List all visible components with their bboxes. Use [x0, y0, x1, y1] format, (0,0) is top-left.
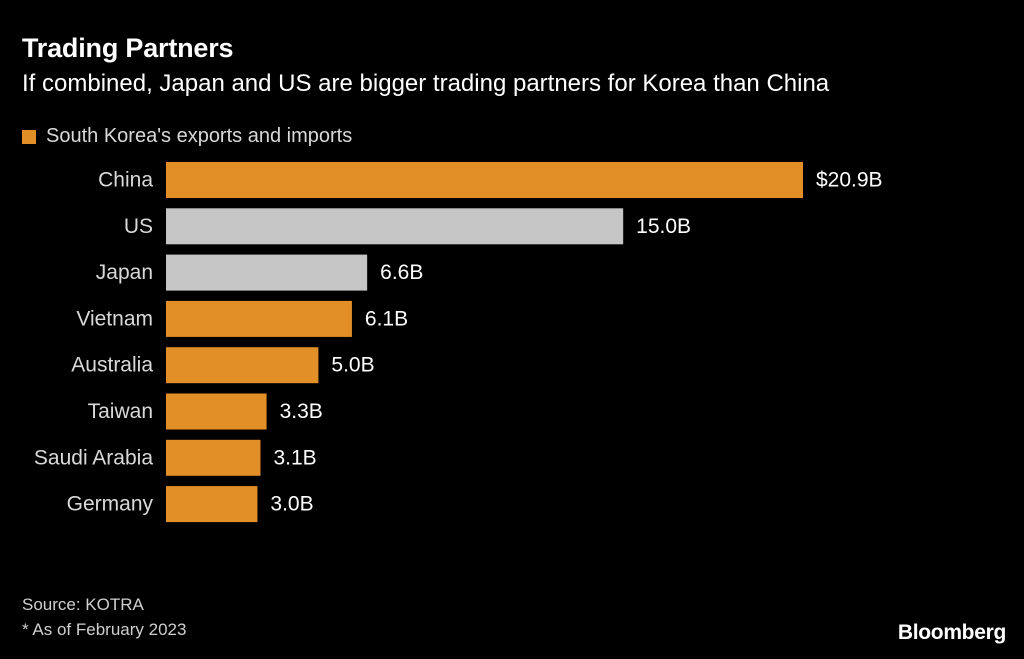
date-note: * As of February 2023	[22, 620, 187, 639]
category-label: US	[124, 215, 153, 238]
legend-label: South Korea's exports and imports	[46, 125, 353, 147]
category-label: Saudi Arabia	[34, 446, 153, 469]
value-label: 5.0B	[331, 354, 374, 377]
chart-title: Trading Partners	[22, 33, 234, 63]
bar-taiwan	[166, 393, 267, 430]
value-label: 6.1B	[365, 307, 408, 330]
chart-subtitle: If combined, Japan and US are bigger tra…	[22, 70, 830, 97]
value-label: $20.9B	[816, 169, 883, 192]
value-label: 3.1B	[273, 446, 316, 469]
category-label: China	[98, 169, 153, 192]
bar-chart: China $20.9B US 15.0B Japan 6.6B Vietnam 6.1B Au…	[34, 162, 883, 523]
value-label: 6.6B	[380, 261, 423, 284]
bar-vietnam	[166, 300, 352, 337]
value-label: 3.3B	[280, 400, 323, 423]
value-label: 3.0B	[270, 493, 313, 516]
category-label: Taiwan	[88, 400, 153, 423]
category-label: Germany	[67, 493, 154, 516]
bloomberg-logo: Bloomberg	[897, 621, 1006, 644]
category-label: Japan	[96, 261, 153, 284]
bar-australia	[166, 347, 319, 384]
bar-us	[166, 208, 624, 245]
legend: South Korea's exports and imports	[22, 125, 352, 148]
category-label: Australia	[71, 354, 153, 377]
source-note: Source: KOTRA	[22, 595, 144, 614]
value-label: 15.0B	[636, 215, 691, 238]
category-label: Vietnam	[76, 307, 153, 330]
legend-swatch	[22, 129, 36, 144]
bar-germany	[166, 486, 258, 523]
bar-saudi-arabia	[166, 439, 261, 476]
bar-china	[166, 162, 803, 198]
bar-japan	[166, 254, 368, 291]
